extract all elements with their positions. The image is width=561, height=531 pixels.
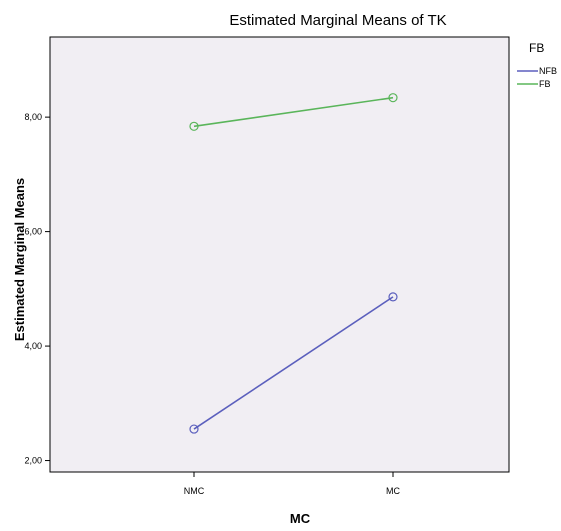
y-tick-label: 6,00 (24, 227, 42, 237)
y-axis-ticks: 2,00 4,00 6,00 8,00 (24, 112, 50, 466)
data-point (388, 93, 398, 103)
series-line-fb (193, 96, 394, 128)
x-tick-label: MC (386, 486, 400, 496)
chart-title: Estimated Marginal Means of TK (229, 12, 446, 29)
y-tick-label: 8,00 (24, 112, 42, 122)
y-tick-label: 4,00 (24, 341, 42, 351)
legend-title: FB (529, 41, 544, 55)
series-layer (189, 93, 398, 434)
legend: FB NFB FB (517, 41, 557, 89)
x-axis-label: MC (290, 511, 311, 526)
y-axis-label: Estimated Marginal Means (12, 178, 27, 341)
data-point (189, 424, 199, 434)
y-tick-label: 2,00 (24, 456, 42, 466)
x-tick-label: NMC (184, 486, 205, 496)
data-point (189, 121, 199, 131)
data-point (388, 292, 398, 302)
legend-label: FB (539, 79, 551, 89)
legend-label: NFB (539, 66, 557, 76)
series-line-nfb (193, 296, 394, 430)
plot-area (49, 36, 510, 473)
x-axis-ticks: NMC MC (184, 472, 400, 496)
